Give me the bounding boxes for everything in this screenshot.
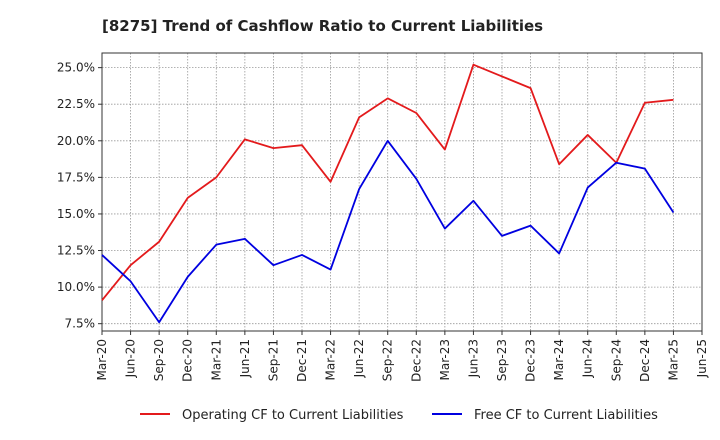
plot-area-frame — [101, 52, 703, 332]
x-axis: Mar-20 Jun-20 Sep-20 Dec-20 Mar-21 Jun-21 Sep-… — [95, 331, 709, 382]
x-tick-label: Sep-20 — [152, 339, 166, 381]
x-tick-label: Jun-23 — [466, 339, 480, 378]
x-tick-label: Mar-25 — [666, 339, 680, 380]
x-tick-label: Mar-22 — [324, 339, 338, 380]
x-tick-label: Jun-25 — [695, 339, 709, 378]
x-tick-label: Mar-24 — [552, 339, 566, 380]
x-tick-label: Sep-23 — [495, 339, 509, 381]
y-tick-label: 20.0% — [57, 134, 95, 148]
y-tick-label: 10.0% — [57, 280, 95, 294]
x-tick-label: Mar-20 — [95, 339, 109, 380]
x-tick-label: Dec-21 — [295, 339, 309, 382]
series-lines — [101, 63, 675, 324]
x-tick-label: Jun-20 — [124, 339, 138, 378]
y-tick-label: 7.5% — [65, 317, 96, 331]
y-tick-label: 17.5% — [57, 170, 95, 184]
x-tick-label: Jun-21 — [238, 339, 252, 378]
y-tick-label: 25.0% — [57, 61, 95, 75]
x-tick-label: Dec-22 — [409, 339, 423, 382]
x-tick-label: Dec-23 — [524, 339, 538, 382]
x-tick-label: Sep-24 — [609, 339, 623, 381]
legend-operating-cf-label: Operating CF to Current Liabilities — [182, 408, 404, 423]
y-tick-label: 15.0% — [57, 207, 95, 221]
x-tick-label: Jun-24 — [581, 339, 595, 378]
chart-title: [8275] Trend of Cashflow Ratio to Curren… — [102, 17, 543, 35]
x-tick-label: Dec-24 — [638, 339, 652, 382]
grid-lines — [101, 53, 703, 331]
y-tick-label: 12.5% — [57, 244, 95, 258]
x-tick-label: Sep-21 — [266, 339, 280, 381]
x-tick-label: Sep-22 — [381, 339, 395, 381]
y-tick-label: 22.5% — [57, 97, 95, 111]
x-tick-label: Mar-21 — [209, 339, 223, 380]
x-tick-label: Jun-22 — [352, 339, 366, 378]
legend-free-cf-label: Free CF to Current Liabilities — [474, 408, 658, 423]
legend: Operating CF to Current Liabilities Free … — [140, 408, 658, 423]
free-cf-line — [101, 139, 675, 324]
operating-cf-line — [101, 63, 674, 301]
y-axis: 7.5% 10.0% 12.5% 15.0% 17.5% 20.0% 22.5% 25.0% — [57, 61, 102, 331]
x-tick-label: Dec-20 — [181, 339, 195, 382]
x-tick-label: Mar-23 — [438, 339, 452, 380]
